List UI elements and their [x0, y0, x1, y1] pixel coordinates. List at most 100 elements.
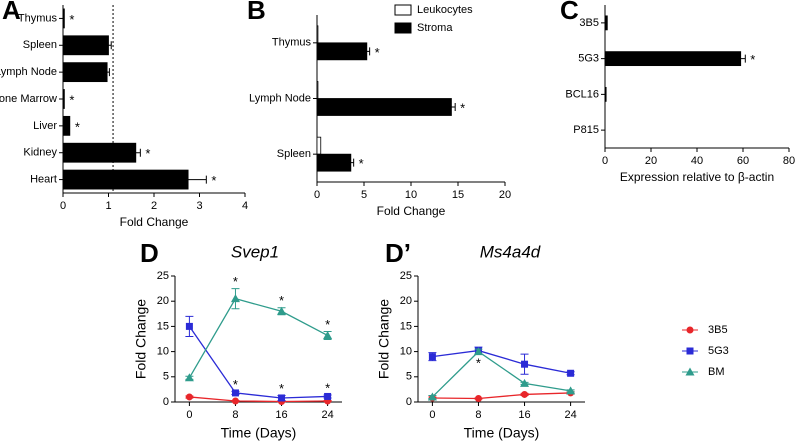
legend-marker [686, 347, 694, 355]
bar [604, 51, 742, 67]
series-line [432, 392, 571, 400]
y-tick-label: Liver [33, 120, 57, 132]
error-bar [350, 158, 355, 167]
bar [62, 169, 189, 190]
series-line [432, 349, 571, 374]
y-tick-label: 20 [157, 295, 169, 307]
significance: * [476, 356, 481, 371]
chart-title: Ms4a4d [480, 242, 541, 261]
y-tick-label: 5G3 [578, 53, 599, 65]
x-tick-label: 0 [314, 189, 320, 201]
error-bar [188, 175, 207, 184]
error-bar [135, 148, 141, 157]
marker [185, 393, 193, 401]
x-axis-label: Fold Change [377, 204, 446, 218]
x-tick-label: 2 [151, 200, 157, 212]
y-tick-label: 25 [157, 270, 169, 282]
bar [316, 136, 322, 155]
bar [604, 15, 608, 31]
y-tick-label: 15 [400, 320, 412, 332]
significance: * [375, 45, 380, 60]
x-tick-label: 0 [186, 409, 192, 421]
y-tick-label: 20 [400, 295, 412, 307]
marker [567, 369, 575, 377]
panel-label: B [247, 0, 266, 25]
y-tick-label: Heart [30, 173, 57, 185]
y-tick-label: P815 [573, 124, 599, 136]
marker [231, 389, 239, 397]
bar [62, 142, 137, 163]
y-tick-label: 0 [163, 396, 169, 408]
marker [521, 360, 529, 368]
y-tick-label: Spleen [23, 39, 57, 51]
panel-label: C [560, 0, 579, 25]
marker [230, 294, 240, 303]
x-tick-label: 3 [196, 200, 202, 212]
legend-swatch [394, 4, 412, 16]
y-tick-label: Thymus [18, 12, 58, 24]
significance: * [279, 381, 284, 396]
legend-marker [686, 326, 694, 334]
significance: * [279, 293, 284, 308]
significance: * [750, 52, 755, 67]
significance: * [69, 12, 74, 27]
significance: * [460, 100, 465, 115]
significance: * [359, 156, 364, 171]
y-tick-label: 3B5 [579, 17, 599, 29]
legend-label: Stroma [417, 22, 453, 34]
y-tick-label: 25 [400, 270, 412, 282]
bar [316, 42, 368, 61]
x-tick-label: 5 [361, 189, 367, 201]
y-tick-label: 5 [163, 371, 169, 383]
y-tick-label: Thymus [272, 37, 312, 49]
y-tick-label: 5 [406, 371, 412, 383]
marker [277, 306, 287, 315]
x-tick-label: 8 [232, 409, 238, 421]
bar [62, 35, 109, 56]
y-tick-label: 0 [406, 396, 412, 408]
y-tick-label: Lymph Node [249, 92, 311, 104]
x-tick-label: 10 [405, 189, 417, 201]
legend-label: BM [708, 366, 725, 378]
legend-label: Leukocytes [417, 4, 473, 16]
marker [566, 386, 576, 395]
legend-label: 5G3 [708, 345, 729, 357]
series-line [188, 326, 328, 399]
panel-label: A [2, 0, 21, 25]
marker [427, 392, 437, 401]
marker [278, 394, 286, 402]
x-axis-label: Time (Days) [221, 425, 297, 441]
marker [473, 347, 483, 356]
marker [428, 353, 436, 361]
x-tick-label: 0 [429, 409, 435, 421]
x-tick-label: 40 [691, 155, 703, 167]
marker [324, 392, 332, 400]
bar [62, 89, 65, 109]
legend-swatch [394, 22, 412, 34]
bar [62, 8, 65, 29]
y-tick-label: 15 [157, 320, 169, 332]
y-tick-label: Kidney [23, 147, 57, 159]
x-tick-label: 20 [645, 155, 657, 167]
error-bar [108, 41, 112, 50]
x-tick-label: 1 [105, 200, 111, 212]
marker [323, 330, 333, 339]
significance: * [325, 380, 330, 395]
x-tick-label: 16 [518, 409, 530, 421]
marker [474, 394, 482, 402]
x-tick-label: 8 [475, 409, 481, 421]
y-tick-label: Lymph Node [0, 66, 57, 78]
marker [184, 373, 194, 382]
chart-title: Svep1 [231, 242, 279, 261]
bar [316, 153, 352, 172]
series-line [188, 297, 328, 379]
series-line [189, 396, 328, 403]
bar [316, 25, 319, 44]
significance: * [233, 377, 238, 392]
y-tick-label: BCL16 [565, 88, 599, 100]
x-tick-label: 80 [783, 155, 795, 167]
x-tick-label: 24 [321, 409, 333, 421]
error-bar [366, 47, 371, 56]
significance: * [233, 274, 238, 289]
x-tick-label: 4 [242, 200, 248, 212]
